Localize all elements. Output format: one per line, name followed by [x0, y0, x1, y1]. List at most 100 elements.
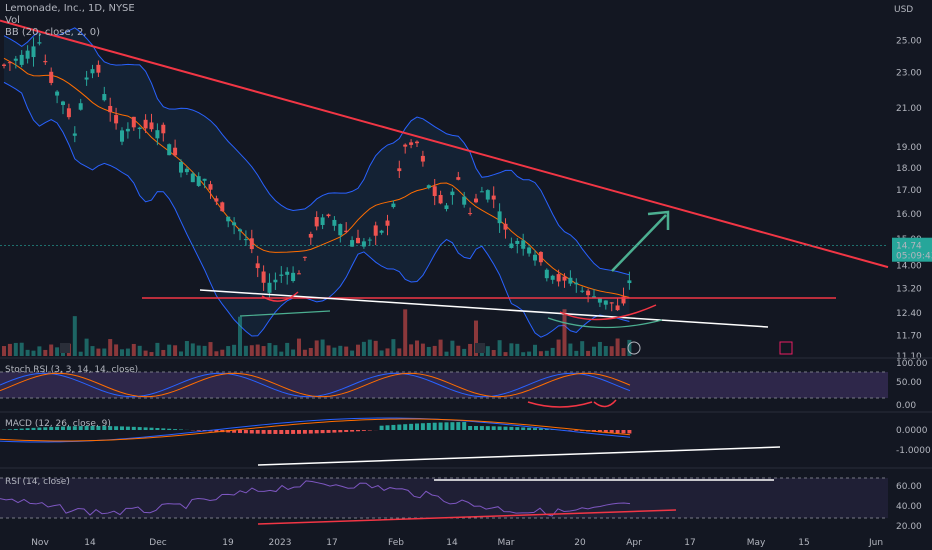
x-axis-label: 19: [222, 538, 234, 548]
x-axis-label: Dec: [149, 538, 166, 548]
macd-histogram-bar: [538, 428, 543, 430]
volume-bar: [503, 352, 508, 356]
stoch-d-line: [0, 372, 631, 398]
volume-bar: [179, 351, 183, 356]
macd-histogram-bar: [615, 430, 620, 434]
candle-body: [131, 116, 136, 128]
volume-bar: [356, 344, 360, 356]
volume-bar: [474, 320, 478, 356]
candle-body: [96, 64, 101, 73]
earnings-marker-icon: [779, 341, 793, 355]
macd-histogram-bar: [238, 430, 242, 434]
candle-body: [167, 144, 172, 156]
macd-histogram-bar: [273, 430, 278, 434]
macd-histogram-bar: [243, 430, 248, 434]
macd-histogram-bar: [285, 430, 290, 434]
candle-body: [438, 194, 443, 204]
candle-body: [338, 224, 343, 236]
candle-body: [279, 274, 284, 276]
candle-body: [615, 305, 620, 311]
volume-bar: [597, 341, 602, 356]
volume-bar: [621, 348, 626, 356]
macd-histogram-bar: [444, 422, 449, 430]
volume-bar: [84, 338, 89, 356]
candle-body: [90, 69, 95, 74]
candle-body: [173, 147, 178, 156]
macd-histogram-bar: [96, 426, 101, 430]
volume-bar: [78, 351, 83, 356]
macd-histogram-bar: [78, 426, 83, 430]
candle-body: [515, 240, 520, 244]
volume-bar: [161, 349, 166, 356]
low-circle-marker: [261, 291, 299, 302]
volume-bar: [538, 351, 543, 356]
macd-histogram-bar: [574, 430, 579, 431]
volume-bar: [415, 340, 419, 356]
volume-bar: [609, 346, 614, 356]
volume-bar: [220, 349, 225, 356]
macd-histogram-bar: [72, 426, 77, 430]
volume-bar: [409, 344, 414, 356]
macd-histogram-bar: [19, 428, 24, 430]
macd-histogram-bar: [291, 430, 296, 434]
chart-legend: Lemonade, Inc., 1D, NYSE Vol BB (20, clo…: [5, 3, 135, 39]
candle-body: [314, 217, 319, 227]
macd-histogram-bar: [356, 430, 360, 432]
volume-bar: [556, 339, 561, 356]
macd-histogram-bar: [450, 422, 455, 430]
volume-bar: [373, 340, 378, 356]
macd-axis-tick: 0.0000: [896, 426, 928, 436]
candle-body: [232, 222, 237, 226]
candle-body: [149, 122, 154, 130]
candle-body: [179, 161, 183, 173]
candle-body: [420, 155, 425, 162]
macd-histogram-bar: [338, 430, 343, 433]
bollinger-label: BB (20, close, 2, 0): [5, 27, 100, 38]
volume-bar: [509, 343, 514, 356]
volume-bar: [72, 316, 77, 356]
volume-bar: [326, 345, 331, 356]
bollinger-lower-line: [3, 81, 630, 338]
target-arrow-head: [647, 210, 670, 230]
candle-body: [13, 58, 18, 61]
candle-body: [432, 186, 437, 197]
candle-body: [474, 198, 478, 203]
volume-bar: [114, 344, 119, 356]
volume-bar: [603, 346, 608, 356]
volume-bar: [344, 346, 349, 356]
stoch-axis-tick: 100.00: [896, 359, 928, 369]
current-price-label: 14.74: [896, 242, 922, 252]
volume-bar: [7, 343, 12, 356]
macd-axis-tick: -1.0000: [896, 446, 931, 456]
candle-body: [361, 241, 366, 247]
macd-histogram-bar: [403, 424, 408, 430]
candle-body: [586, 290, 591, 296]
candle-body: [568, 277, 573, 284]
candle-body: [603, 300, 608, 305]
candle-body: [403, 144, 408, 147]
target-arrow-shaft: [611, 214, 667, 272]
price-axis-tick: 12.40: [896, 309, 922, 319]
x-axis-label: Mar: [498, 538, 515, 548]
macd-histogram-bar: [314, 430, 319, 434]
macd-histogram-bar: [66, 426, 71, 430]
macd-histogram-bar: [527, 427, 532, 430]
candle-body: [226, 216, 231, 222]
macd-histogram-bar: [521, 427, 526, 430]
candle-body: [533, 254, 537, 261]
candle-body: [356, 237, 360, 244]
price-axis-tick: 16.00: [896, 210, 922, 220]
candle-body: [143, 119, 148, 129]
candle-body: [308, 233, 313, 238]
candle-body: [243, 239, 248, 241]
macd-histogram-bar: [131, 426, 136, 430]
rsi-line: [0, 480, 631, 517]
volume-bar: [444, 351, 449, 356]
candle-body: [125, 128, 130, 132]
volume-bar: [432, 345, 437, 356]
candle-body: [580, 290, 585, 292]
current-price-badge: [892, 237, 932, 262]
candle-body: [261, 271, 266, 283]
volume-bar: [391, 339, 396, 356]
